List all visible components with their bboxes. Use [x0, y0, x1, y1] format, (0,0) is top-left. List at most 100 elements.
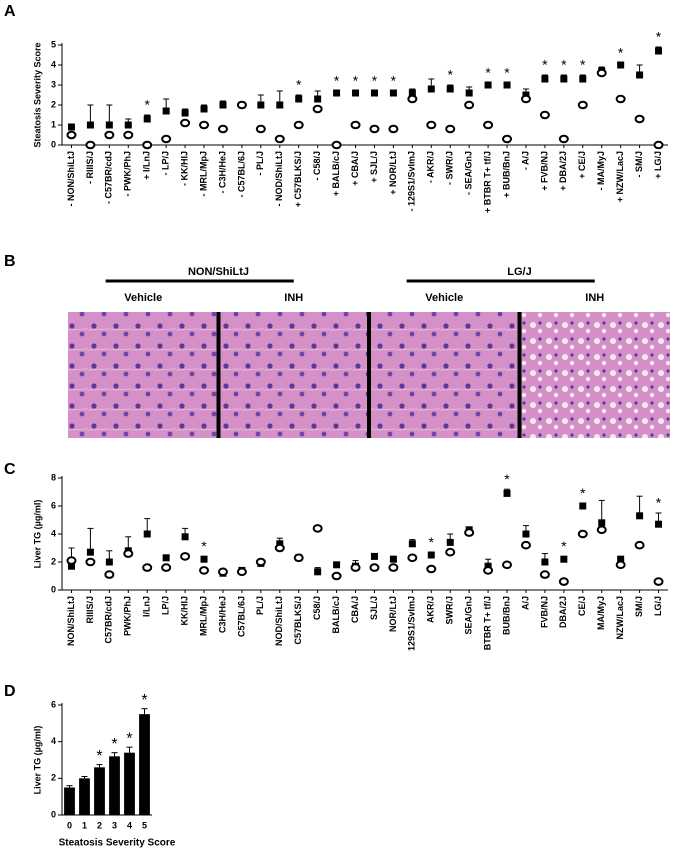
x-tick-label: CBA/J: [350, 596, 360, 623]
significance: *: [296, 77, 302, 93]
vehicle-marker: [293, 553, 304, 563]
inh-marker: [105, 121, 113, 129]
inh-marker: [162, 554, 170, 562]
x-tick-label: 4: [127, 820, 132, 830]
image-label: Vehicle: [124, 292, 162, 304]
x-tick-label: + SJL/J: [369, 151, 379, 183]
x-tick-label: 3: [112, 820, 117, 830]
x-tick-label: - MA/MyJ: [596, 151, 606, 191]
x-tick-label: DBA/2J: [558, 596, 568, 628]
panel-label: B: [4, 253, 16, 270]
vehicle-marker: [577, 100, 588, 110]
histology-image: [369, 312, 520, 438]
vehicle-marker: [596, 68, 607, 78]
vehicle-marker: [123, 130, 134, 140]
vehicle-marker: [293, 120, 304, 130]
x-tick-label: LP/J: [161, 596, 171, 615]
x-tick-label: MA/MyJ: [596, 596, 606, 630]
inh-marker: [67, 123, 75, 131]
x-tick-label: - SM/J: [634, 151, 644, 178]
bar: [94, 767, 105, 815]
vehicle-marker: [180, 118, 191, 128]
histology-image: [218, 312, 369, 438]
inh-marker: [352, 89, 360, 97]
y-tick-label: 3: [51, 79, 56, 89]
x-tick-label: + NZW/LacJ: [615, 151, 625, 202]
significance: *: [504, 471, 510, 487]
inh-marker: [314, 568, 322, 576]
x-tick-label: SJL/J: [369, 596, 379, 620]
inh-marker: [314, 95, 322, 103]
x-tick-label: - KK/HIJ: [179, 151, 189, 186]
y-tick-label: 1: [51, 119, 56, 129]
x-tick-label: C57BLKS/J: [293, 596, 303, 645]
inh-marker: [655, 47, 663, 55]
inh-marker: [105, 558, 113, 566]
y-axis-title: Steatosis Severity Score: [32, 42, 42, 147]
inh-marker: [389, 89, 397, 97]
x-tick-label: 129S1/SvImJ: [407, 596, 417, 651]
y-tick-label: 0: [51, 809, 56, 819]
y-axis-title: Liver TG (µg/ml): [32, 726, 42, 795]
significance: *: [504, 65, 510, 81]
y-tick-label: 2: [51, 773, 56, 783]
x-tick-label: - PWK/PhJ: [123, 151, 133, 197]
y-tick-label: 5: [51, 39, 56, 49]
x-tick-label: - PL/J: [255, 151, 265, 176]
inh-marker: [143, 115, 151, 123]
x-tick-label: MRL/MpJ: [198, 596, 208, 636]
y-tick-label: 4: [51, 528, 56, 538]
x-tick-label: CE/J: [577, 596, 587, 616]
x-tick-label: 0: [67, 820, 72, 830]
panel-label: A: [4, 3, 16, 20]
vehicle-marker: [274, 543, 285, 553]
significance: *: [96, 748, 102, 765]
y-tick-label: 2: [51, 99, 56, 109]
y-tick-label: 0: [51, 584, 56, 594]
inh-marker: [219, 101, 227, 109]
x-tick-label: RIIIS/J: [85, 596, 95, 624]
vehicle-marker: [274, 134, 285, 144]
inh-marker: [560, 555, 568, 563]
x-tick-label: - C57BL/6J: [236, 151, 246, 198]
inh-marker: [446, 538, 454, 546]
vehicle-marker: [199, 566, 210, 575]
x-tick-label: KK/HIJ: [179, 596, 189, 626]
significance: *: [372, 73, 378, 89]
vehicle-marker: [369, 563, 380, 572]
inh-marker: [579, 75, 587, 83]
panel-label: D: [4, 683, 16, 700]
x-tick-label: SEA/GnJ: [464, 596, 474, 635]
x-tick-label: SM/J: [634, 596, 644, 617]
significance: *: [618, 45, 624, 61]
inh-marker: [541, 558, 549, 566]
inh-marker: [636, 71, 644, 79]
vehicle-marker: [236, 567, 247, 577]
inh-marker: [655, 520, 663, 528]
inh-marker: [579, 502, 587, 510]
vehicle-marker: [502, 560, 513, 570]
vehicle-marker: [539, 110, 550, 120]
vehicle-marker: [577, 529, 588, 539]
vehicle-marker: [66, 556, 77, 565]
vehicle-marker: [615, 560, 626, 570]
bar: [79, 778, 90, 815]
inh-marker: [200, 555, 208, 563]
significance: *: [656, 29, 662, 45]
vehicle-marker: [388, 563, 399, 572]
vehicle-marker: [558, 134, 569, 144]
vehicle-marker: [142, 563, 153, 572]
histology-image: [519, 312, 670, 438]
x-tick-label: - C58/J: [312, 151, 322, 181]
vehicle-marker: [199, 120, 210, 130]
x-tick-label: PL/J: [255, 596, 265, 615]
vehicle-marker: [520, 94, 531, 104]
x-tick-label: + DBA/2J: [558, 151, 568, 191]
inh-marker: [181, 109, 189, 117]
vehicle-marker: [653, 140, 664, 150]
x-tick-label: NON/ShiLtJ: [66, 596, 76, 646]
vehicle-marker: [255, 124, 266, 134]
x-tick-label: SWR/J: [445, 596, 455, 625]
bar: [109, 756, 120, 815]
